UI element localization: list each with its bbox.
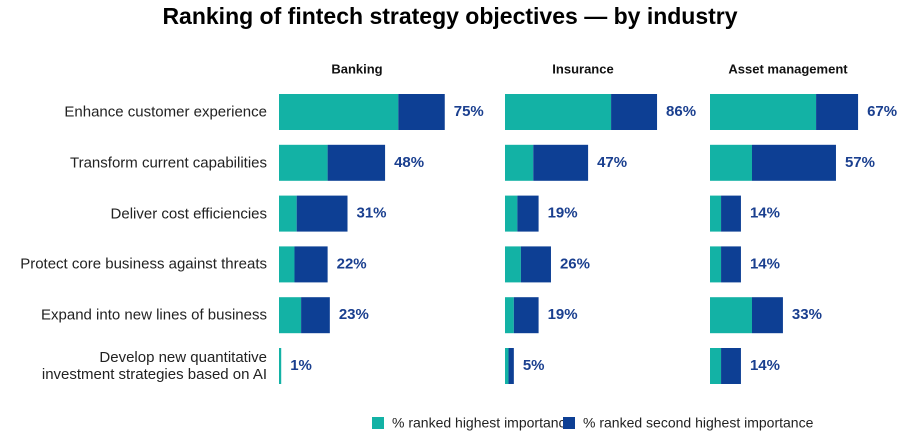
legend-swatch <box>563 417 575 429</box>
bar-segment <box>505 94 612 130</box>
bar-segment <box>721 246 741 283</box>
bar-segment <box>533 144 589 181</box>
bar-segment <box>710 94 817 130</box>
legend-label: % ranked second highest importance <box>583 415 814 431</box>
total-label: 22% <box>337 255 367 272</box>
bar-segment <box>505 144 534 181</box>
category-label: Expand into new lines of business <box>41 306 267 324</box>
total-label: 19% <box>548 306 578 323</box>
bar-segment <box>296 195 348 232</box>
total-label: 19% <box>548 205 578 222</box>
bar-segment <box>816 94 859 130</box>
total-label: 26% <box>560 255 590 272</box>
bar-segment <box>279 246 295 283</box>
total-label: 48% <box>394 154 424 171</box>
bar-segment <box>327 144 386 181</box>
bar-segment <box>279 144 328 181</box>
total-label: 33% <box>792 306 822 323</box>
bar-segment <box>751 144 836 181</box>
bar-segment <box>520 246 551 283</box>
bar-segment <box>279 195 297 232</box>
total-label: 23% <box>339 306 369 323</box>
panel-title: Asset management <box>728 61 848 76</box>
total-label: 14% <box>750 205 780 222</box>
total-label: 31% <box>357 205 387 222</box>
bar-segment <box>513 297 539 334</box>
bar-segment <box>301 297 330 334</box>
bar-segment <box>505 348 509 384</box>
total-label: 14% <box>750 357 780 374</box>
bar-segment <box>398 94 445 130</box>
bar-segment <box>721 195 741 232</box>
total-label: 1% <box>290 357 312 374</box>
category-label: Develop new quantitative investment stra… <box>41 349 267 383</box>
bar-segment <box>710 297 752 334</box>
bar-segment <box>710 144 752 181</box>
total-label: 57% <box>845 154 875 171</box>
category-label: Protect core business against threats <box>20 255 267 273</box>
total-label: 67% <box>867 103 897 120</box>
bar-segment <box>508 348 514 384</box>
bar-segment <box>505 297 514 334</box>
bar-segment <box>710 246 722 283</box>
total-label: 5% <box>523 357 545 374</box>
chart-title: Ranking of fintech strategy objectives —… <box>162 3 737 29</box>
total-label: 14% <box>750 255 780 272</box>
bar-segment <box>751 297 783 334</box>
bar-segment <box>710 195 722 232</box>
total-label: 86% <box>666 103 696 120</box>
bar-segment <box>721 348 741 384</box>
bar-segment <box>505 246 521 283</box>
category-label: Enhance customer experience <box>64 103 267 121</box>
bar-segment <box>279 297 302 334</box>
bar-segment <box>611 94 658 130</box>
legend-swatch <box>372 417 384 429</box>
bar-segment <box>279 94 399 130</box>
bar-segment <box>710 348 722 384</box>
total-label: 75% <box>454 103 484 120</box>
panel-title: Insurance <box>552 61 613 76</box>
bar-segment <box>517 195 539 232</box>
category-label: Transform current capabilities <box>69 154 267 172</box>
bar-segment <box>505 195 518 232</box>
bar-segment <box>279 348 282 384</box>
panel-title: Banking <box>331 61 382 76</box>
legend-label: % ranked highest importance <box>392 415 574 431</box>
category-label: Deliver cost efficiencies <box>110 205 267 223</box>
bar-segment <box>294 246 328 283</box>
total-label: 47% <box>597 154 627 171</box>
